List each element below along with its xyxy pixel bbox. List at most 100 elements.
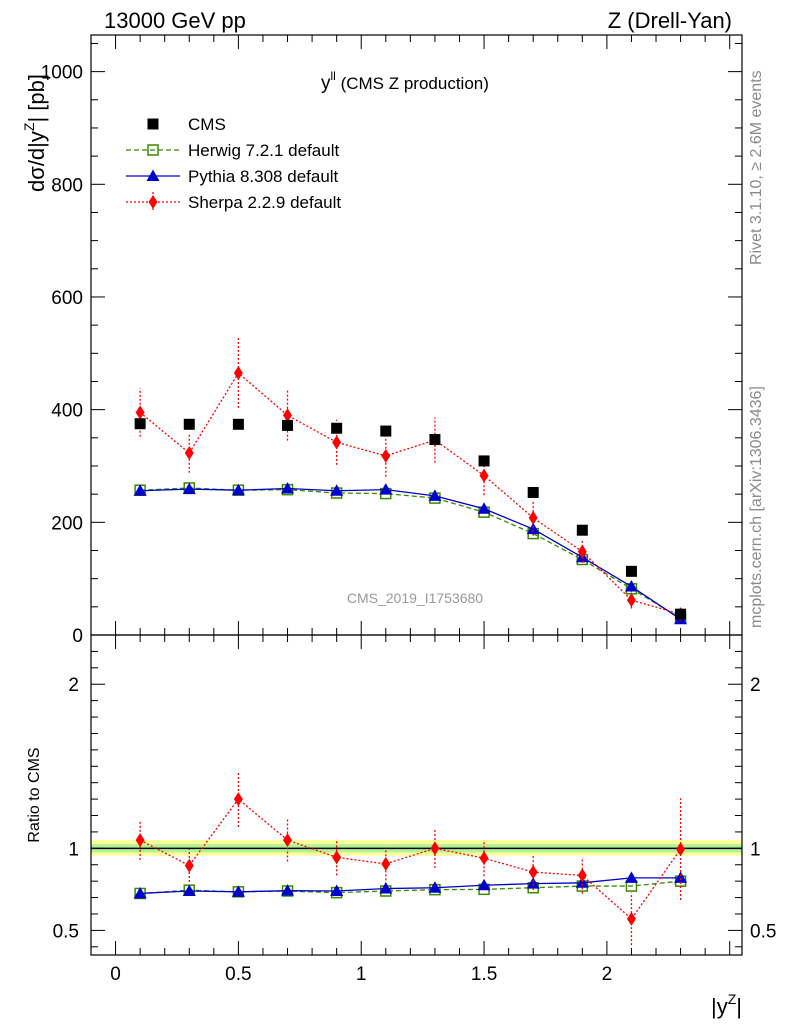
ratio-point [332,850,342,865]
ratio-point [676,842,686,857]
legend-marker [147,118,159,130]
ratio-series-sherpa [135,771,686,946]
x-tick-label: 1.5 [471,964,497,985]
ratio-point [674,871,688,883]
data-point [428,489,442,501]
main-y-tick-label: 400 [51,401,83,422]
legend-entry: Sherpa 2.2.9 default [126,192,341,212]
ratio-y-tick-label: 2 [68,675,79,696]
ratio-point [626,911,636,926]
ratio-point [379,882,393,894]
ratio-point [135,833,145,848]
ratio-y-tick-label-right: 1 [750,839,761,860]
legend-label: Herwig 7.2.1 default [188,141,339,160]
main-title-rest: (CMS Z production) [336,74,489,93]
data-point [184,446,194,461]
data-point [283,408,293,423]
header-process: Z (Drell-Yan) [608,8,732,33]
header-energy: 13000 GeV pp [104,8,246,33]
legend-marker [148,195,158,209]
data-point [478,455,490,467]
data-point [527,486,539,498]
ratio-y-axis: 0.5 0.5 1 1 2 2 [53,650,776,948]
ratio-point [577,868,587,883]
ratio-panel: 0.5 0.5 1 1 2 2 0 0.5 1 1.5 2 Ratio to CMS [26,634,776,985]
main-y-tick-label: 0 [72,626,83,647]
data-point [282,419,294,431]
series-line [140,487,681,620]
ratio-point [233,792,243,807]
data-point [624,580,638,592]
data-point [331,422,343,434]
main-series-layer [133,338,688,625]
ratio-y-axis-label: Ratio to CMS [26,747,43,842]
mcplots-label: mcplots.cern.ch [arXiv:1306.3436] [748,386,765,628]
ratio-series-herwig [134,875,687,900]
series-sherpa [135,338,686,622]
main-x-ticks [115,35,731,635]
data-point [380,425,392,437]
data-point [231,483,245,496]
legend-entry: Pythia 8.308 default [126,167,339,186]
ratio-y-tick-label-right: 2 [750,675,761,696]
series-line [139,372,681,615]
main-ylabel-suffix: | [pb] [24,74,49,123]
x-tick-label: 0 [110,964,121,985]
data-point [379,483,393,495]
xlabel-prefix: |y [711,994,728,1019]
rivet-version-label: Rivet 3.1.10, ≥ 2.6M events [748,70,765,265]
ratio-point [624,871,638,883]
data-point [626,593,636,608]
legend-label: CMS [188,115,226,134]
ratio-point [477,878,491,891]
ratio-point [182,884,196,896]
x-tick-label: 0.5 [225,964,251,985]
main-y-axis: 0 200 400 600 800 1000 [41,42,742,647]
x-axis: 0 0.5 1 1.5 2 [110,635,731,985]
data-point [381,448,391,463]
ratio-point [133,886,147,899]
ratio-point [528,865,538,880]
data-point [134,418,146,430]
data-point [281,482,295,494]
data-point [479,468,489,483]
main-title-var: y [321,73,331,94]
ratio-point [231,885,245,897]
data-point [135,405,145,420]
xlabel-sup: Z [728,991,737,1007]
ratio-line [139,798,682,920]
data-point [182,482,196,495]
main-y-tick-label: 600 [51,288,83,309]
data-point [576,524,588,536]
series-pythia [133,482,688,625]
x-tick-label: 2 [602,964,613,985]
x-axis-label: |yZ| [711,991,742,1019]
legend-entry: CMS [147,115,226,134]
ratio-y-tick-label: 1 [68,839,79,860]
data-point [477,502,491,514]
ratio-point [479,851,489,866]
main-ylabel-sup: Z [21,122,37,131]
main-y-tick-label: 1000 [41,63,83,84]
data-point [528,510,538,525]
ratio-point [430,841,440,856]
legend-label: Sherpa 2.2.9 default [188,193,341,212]
data-point [625,565,637,577]
x-tick-label: 1 [356,964,367,985]
legend: CMS Herwig 7.2.1 default Pythia 8.308 defa… [126,115,341,212]
ratio-series-layer [133,771,688,946]
analysis-watermark: CMS_2019_I1753680 [347,590,483,606]
data-point [332,435,342,450]
legend-marker [147,144,159,156]
data-point [577,544,587,559]
data-point [133,484,147,496]
ratio-point [381,856,391,871]
data-point [526,522,540,535]
main-title: yll (CMS Z production) [321,69,489,94]
main-y-tick-label: 200 [51,513,83,534]
xlabel-suffix: | [736,994,742,1019]
ratio-y-tick-label: 0.5 [53,921,79,942]
data-point [675,608,687,620]
main-y-tick-label: 800 [51,175,83,196]
